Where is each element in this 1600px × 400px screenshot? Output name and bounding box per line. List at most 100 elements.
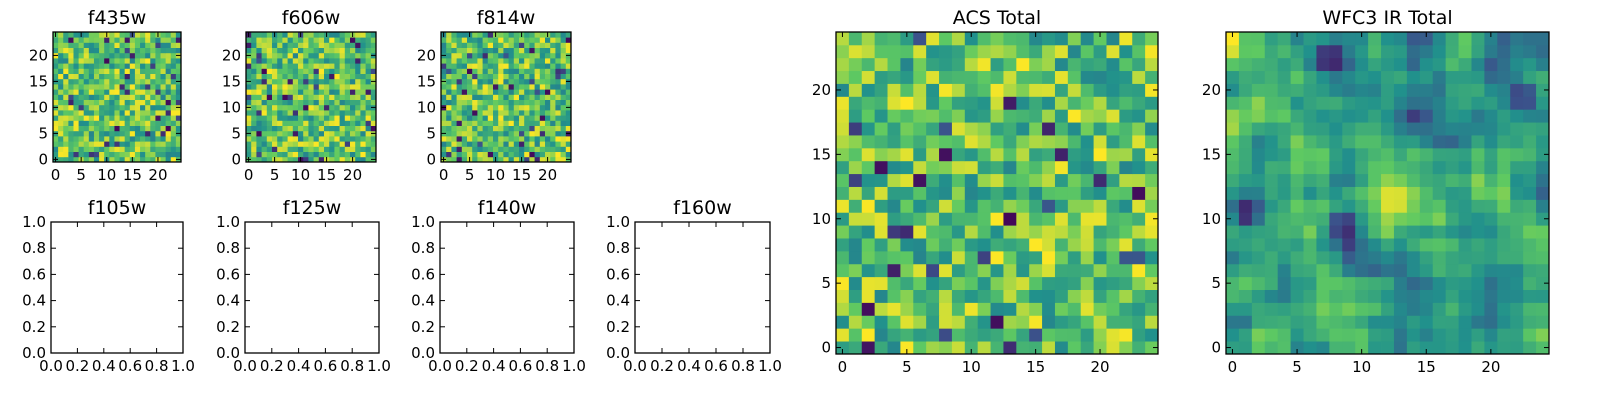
f814w-cell xyxy=(545,125,551,132)
f814w-cell xyxy=(550,63,556,69)
f606w-cell xyxy=(329,99,335,106)
wfc3-ir-total-cell xyxy=(1238,276,1253,290)
f606w-cell xyxy=(277,104,283,111)
acs-total-cell xyxy=(861,44,876,59)
wfc3-ir-total-cell xyxy=(1264,109,1279,123)
f435w-cell xyxy=(99,58,105,64)
f435w-cell xyxy=(165,68,172,74)
f435w-cell xyxy=(140,84,146,90)
f606w-cell xyxy=(355,32,361,38)
f814w-cell xyxy=(513,32,520,38)
wfc3-ir-total-cell xyxy=(1471,238,1485,252)
wfc3-ir-total-cell xyxy=(1277,109,1291,123)
f435w-cell xyxy=(83,156,90,163)
f435w-cell xyxy=(53,94,59,100)
f435w-cell xyxy=(175,63,182,69)
f606w-cell xyxy=(334,58,340,64)
y-tick-label: 10 xyxy=(1202,210,1221,228)
x-tick-label: 0.6 xyxy=(508,357,532,375)
f606w-cell xyxy=(313,32,320,38)
acs-total-cell xyxy=(1054,147,1069,162)
wfc3-ir-total-cell xyxy=(1251,44,1266,59)
f606w-cell xyxy=(308,146,314,152)
acs-total-cell xyxy=(848,186,863,200)
f606w-cell xyxy=(303,151,309,158)
f606w-cell xyxy=(292,37,299,43)
f435w-cell xyxy=(150,32,156,38)
wfc3-ir-total-cell xyxy=(1432,32,1447,46)
wfc3-ir-total-cell xyxy=(1238,32,1253,46)
f606w-cell xyxy=(251,52,257,59)
acs-total-cell xyxy=(861,250,876,265)
acs-total-cell xyxy=(939,225,953,239)
f814w-cell xyxy=(508,47,515,54)
f435w-cell xyxy=(170,146,177,152)
wfc3-ir-total-cell xyxy=(1342,57,1356,72)
f606w-cell xyxy=(266,146,273,152)
f814w-cell xyxy=(508,37,515,43)
f435w-cell xyxy=(140,42,146,48)
f814w-cell xyxy=(446,84,452,90)
f435w-cell xyxy=(63,52,69,59)
f435w-cell xyxy=(78,68,85,74)
wfc3-ir-total-cell xyxy=(1368,96,1382,110)
acs-total-cell xyxy=(951,173,966,187)
f606w-cell xyxy=(360,89,366,95)
f606w-cell xyxy=(256,120,262,126)
f435w-cell xyxy=(124,136,131,142)
y-tick-label: 0.8 xyxy=(22,239,46,257)
wfc3-ir-total-cell xyxy=(1355,160,1369,175)
acs-total-cell xyxy=(900,173,914,187)
f435w-cell xyxy=(124,156,131,163)
acs-total-cell xyxy=(951,212,966,226)
y-tick-label: 5 xyxy=(821,274,831,292)
f814w-cell xyxy=(529,73,535,80)
acs-total-cell xyxy=(1080,32,1094,46)
f814w-cell xyxy=(534,146,541,152)
wfc3-ir-total-cell xyxy=(1536,173,1550,187)
wfc3-ir-total-cell xyxy=(1510,238,1524,252)
f606w-cell xyxy=(298,151,304,158)
wfc3-ir-total-cell xyxy=(1484,96,1498,110)
wfc3-ir-total-cell xyxy=(1458,250,1472,265)
wfc3-ir-total-cell xyxy=(1226,328,1240,342)
f435w-cell xyxy=(145,89,151,95)
acs-total-cell xyxy=(1042,160,1056,175)
f606w-cell xyxy=(308,52,314,59)
f606w-cell xyxy=(370,47,377,54)
wfc3-ir-total-cell xyxy=(1484,83,1498,97)
wfc3-ir-total-cell xyxy=(1355,250,1369,265)
f606w-cell xyxy=(360,47,366,54)
y-tick-label: 0.2 xyxy=(216,318,240,336)
acs-total-cell xyxy=(926,109,940,123)
wfc3-ir-total-cell xyxy=(1329,289,1343,303)
acs-total-cell xyxy=(939,186,953,200)
acs-total-cell xyxy=(1119,276,1133,290)
y-tick-label: 0.4 xyxy=(216,292,240,310)
acs-total-cell xyxy=(977,315,991,329)
f814w-cell xyxy=(482,78,489,85)
f435w-cell xyxy=(155,115,161,121)
wfc3-ir-total-cell xyxy=(1393,276,1408,290)
wfc3-ir-total-cell xyxy=(1329,328,1343,342)
f435w-cell xyxy=(58,141,64,147)
f814w-cell xyxy=(446,156,452,163)
f435w-cell xyxy=(145,58,151,64)
acs-total-cell xyxy=(1003,173,1017,187)
acs-total-cell xyxy=(861,328,876,342)
wfc3-ir-total-cell xyxy=(1393,341,1408,355)
f606w-cell xyxy=(339,99,346,106)
wfc3-ir-total-cell xyxy=(1226,263,1240,278)
f814w-cell xyxy=(461,78,468,85)
acs-total-cell xyxy=(1119,44,1133,59)
wfc3-ir-total-cell xyxy=(1393,289,1408,303)
acs-total-axes-frame xyxy=(835,31,1159,355)
f435w-cell xyxy=(140,89,146,95)
f814w-cell xyxy=(472,120,478,126)
f814w-cell xyxy=(519,104,525,111)
f606w-cell xyxy=(344,110,351,116)
f606w-cell xyxy=(350,125,356,132)
wfc3-ir-total-cell xyxy=(1342,96,1356,110)
acs-total-cell xyxy=(848,83,863,97)
f606w-cell xyxy=(344,125,351,132)
